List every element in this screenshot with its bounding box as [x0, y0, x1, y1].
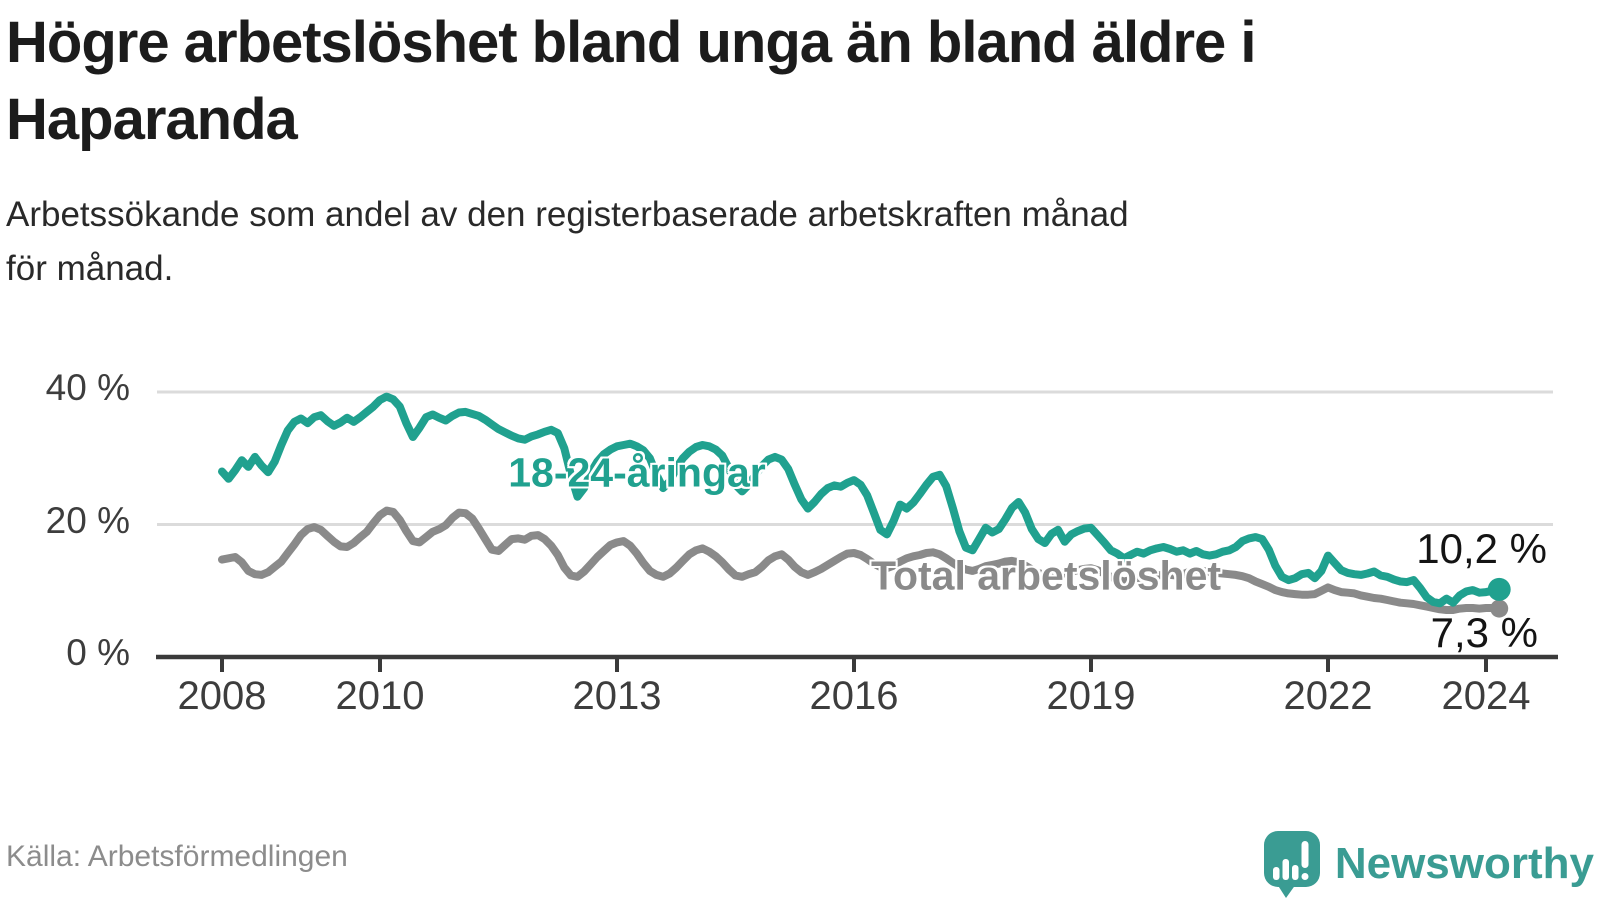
x-axis-label-2016: 2016 [809, 674, 899, 718]
brand-logo: Newsworthy [1262, 829, 1594, 899]
chart-subtitle-line-1: Arbetssökande som andel av den registerb… [6, 195, 1129, 234]
end-dot-18-24-aringar [1487, 577, 1511, 601]
end-value-label-18-24: 10,2 % [1416, 525, 1547, 572]
series-label-18-24: 18-24-åringar [508, 449, 766, 496]
series-label-total: Total arbetslöshet [870, 552, 1222, 599]
brand-name: Newsworthy [1334, 839, 1594, 888]
end-dot-total-arbetsloshet [1490, 599, 1509, 618]
line-18-24-aringar [218, 392, 1504, 608]
x-axis-label-2022: 2022 [1283, 674, 1373, 718]
y-axis-label-40: 40 % [45, 367, 130, 408]
x-axis-label-2024: 2024 [1441, 674, 1531, 718]
x-axis-label-2008: 2008 [177, 674, 267, 718]
page-title-line-2: Haparanda [6, 87, 298, 152]
x-axis-label-2019: 2019 [1046, 674, 1136, 718]
speech-bubble-bar-chart-icon [1263, 831, 1320, 898]
line-total-arbetsloshet [218, 506, 1504, 614]
page-title-line-1: Högre arbetslöshet bland unga än bland ä… [6, 10, 1257, 75]
y-axis-label-20: 20 % [45, 499, 130, 541]
page-title: Högre arbetslöshet bland unga än bland ä… [6, 4, 1576, 158]
chart-subtitle-line-2: för månad. [6, 249, 174, 288]
end-value-label-total: 7,3 % [1430, 609, 1538, 656]
x-axis-label-2013: 2013 [572, 674, 662, 718]
x-axis-label-2010: 2010 [335, 674, 425, 718]
chart-subtitle: Arbetssökande som andel av den registerb… [6, 188, 1576, 296]
source-credit: Källa: Arbetsförmedlingen [6, 840, 348, 873]
y-axis-label-0: 0 % [66, 632, 130, 673]
